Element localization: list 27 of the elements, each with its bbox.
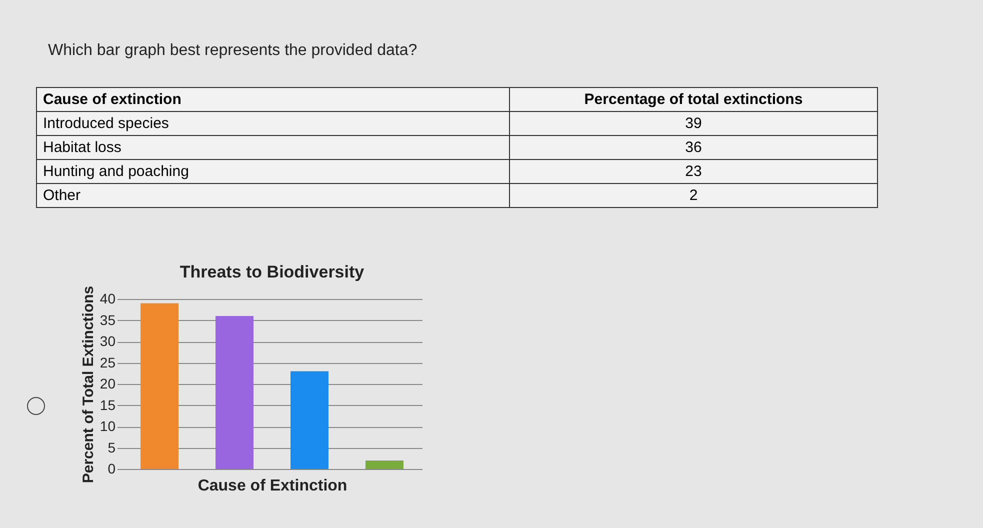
- y-tick-label: 30: [100, 333, 116, 349]
- bar: [366, 460, 404, 469]
- y-axis-title: Percent of Total Extinctions: [80, 286, 97, 484]
- text: Cause of extinction: [36, 88, 510, 112]
- y-tick-label: 35: [100, 312, 116, 328]
- y-tick-label: 15: [100, 396, 116, 413]
- x-axis-title: Cause of Extinction: [198, 478, 348, 494]
- bar: [140, 303, 178, 469]
- text: Which bar graph best represents the provided data?: [48, 42, 418, 60]
- y-tick-label: 5: [108, 439, 116, 456]
- y-tick-label: 10: [100, 418, 116, 434]
- chart-title: Threats to Biodiversity: [180, 262, 365, 282]
- text: 23: [510, 160, 878, 184]
- text: 2: [510, 184, 878, 208]
- text: Other: [36, 184, 510, 208]
- bar: [216, 316, 254, 469]
- text: Percentage of total extinctions: [510, 88, 878, 112]
- y-tick-label: 0: [108, 460, 116, 476]
- text: 39: [510, 112, 878, 136]
- text: 36: [510, 136, 878, 160]
- text: Introduced species: [36, 112, 510, 136]
- y-tick-label: 25: [100, 354, 116, 370]
- y-tick-label: 20: [100, 376, 116, 392]
- bar: [290, 371, 328, 469]
- text: Habitat loss: [36, 136, 510, 160]
- y-tick-label: 40: [100, 290, 116, 306]
- text: Hunting and poaching: [36, 160, 510, 184]
